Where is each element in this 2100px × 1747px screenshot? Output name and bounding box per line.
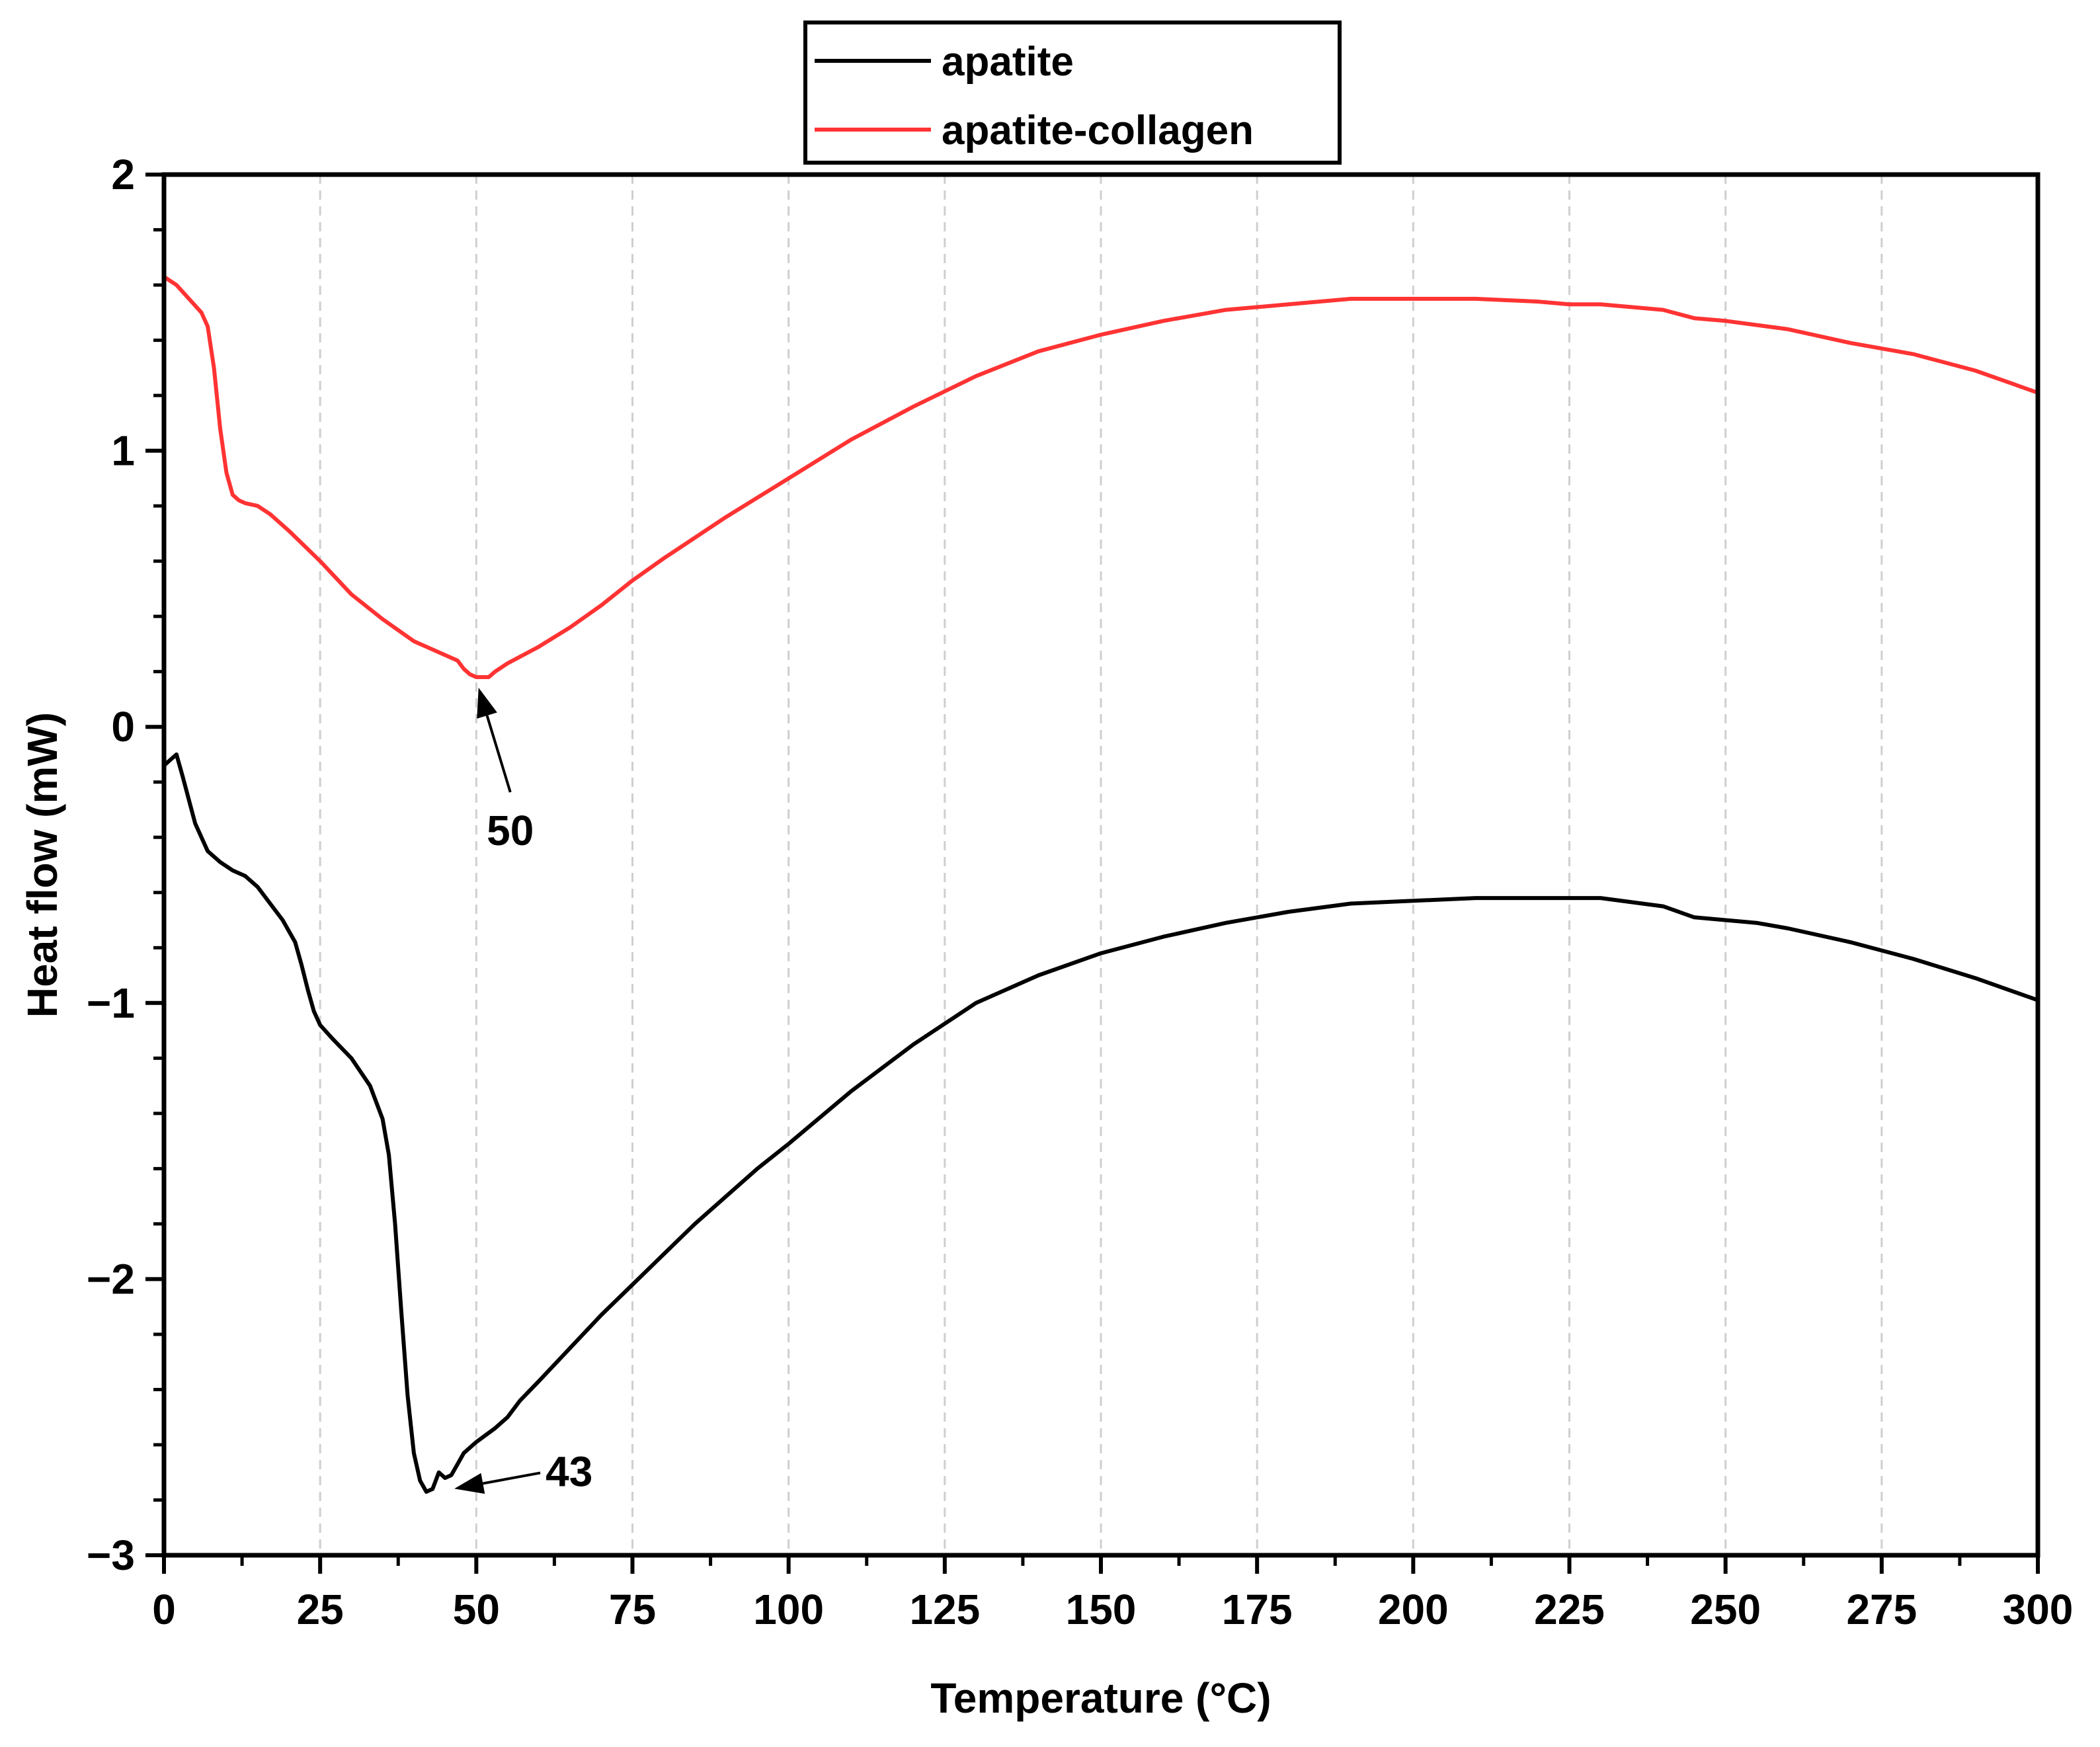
x-tick-label: 225 <box>1534 1586 1605 1633</box>
legend-box <box>803 20 1342 165</box>
x-tick-label: 250 <box>1690 1586 1761 1633</box>
x-tick-label: 175 <box>1222 1586 1293 1633</box>
annotations: 50 43 <box>454 688 592 1495</box>
x-tick-label: 75 <box>609 1586 656 1633</box>
annotation-label-43: 43 <box>545 1447 592 1495</box>
grid-lines <box>319 175 1883 1555</box>
x-axis-ticks: 0 25 50 75 100 125 150 175 200 225 250 275 300 <box>152 1555 2073 1633</box>
series-line-apatite <box>163 752 2039 1494</box>
legend-label-apatite-collagen: apatite-collagen <box>942 108 1254 153</box>
annotation-arrow-50 <box>485 715 512 793</box>
x-axis-title: Temperature (°C) <box>930 1674 1271 1722</box>
x-tick-label: 0 <box>152 1586 176 1633</box>
series-line-apatite-collagen <box>163 274 2039 679</box>
y-tick-label: 2 <box>111 151 135 198</box>
annotation-label-50: 50 <box>487 807 534 854</box>
legend: apatite apatite-collagen <box>803 20 1342 165</box>
y-tick-label: 1 <box>111 427 135 475</box>
y-tick-label: −2 <box>87 1255 135 1303</box>
y-tick-label: −3 <box>87 1531 135 1579</box>
y-tick-label: −1 <box>87 979 135 1027</box>
x-tick-label: 50 <box>453 1586 500 1633</box>
x-tick-label: 100 <box>753 1586 824 1633</box>
x-tick-label: 300 <box>2003 1586 2074 1633</box>
y-axis-ticks: −3 −2 −1 0 1 2 <box>87 151 164 1579</box>
annotation-arrowhead-43 <box>454 1473 485 1494</box>
x-tick-label: 200 <box>1378 1586 1449 1633</box>
data-series <box>163 274 2039 1494</box>
x-tick-label: 150 <box>1066 1586 1137 1633</box>
y-axis-title: Heat flow (mW) <box>19 712 66 1018</box>
y-tick-label: 0 <box>111 703 135 751</box>
x-tick-label: 25 <box>297 1586 344 1633</box>
annotation-arrowhead-50 <box>477 688 497 719</box>
x-tick-label: 275 <box>1846 1586 1917 1633</box>
x-tick-label: 125 <box>909 1586 980 1633</box>
legend-label-apatite: apatite <box>942 39 1074 85</box>
annotation-arrow-43 <box>483 1471 541 1485</box>
